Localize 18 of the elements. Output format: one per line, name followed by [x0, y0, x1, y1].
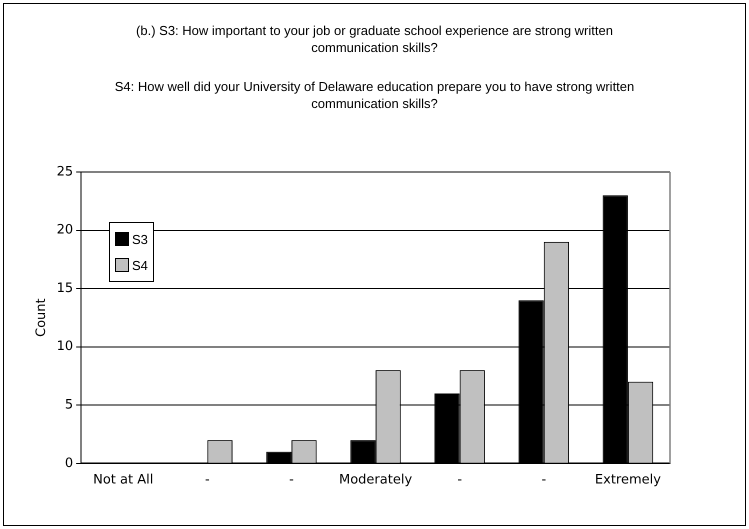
y-axis-title: Count	[34, 298, 50, 338]
x-tick-label: Moderately	[339, 472, 412, 488]
x-tick-label: -	[457, 472, 462, 488]
x-tick-label: -	[289, 472, 294, 488]
x-tick-label: Not at All	[93, 472, 154, 488]
y-tick-label: 10	[56, 339, 74, 354]
x-tick-label: -	[204, 472, 210, 488]
legend-label: S3	[132, 232, 148, 246]
chart-subtitle: S4: How well did your University of Delaware education prepare you to have strong written communication skills?	[114, 78, 636, 112]
y-tick-label: 20	[56, 222, 74, 238]
chart-title: (b.) S3: How important to your job or graduate school experience are strong written communication skills?	[135, 22, 614, 56]
y-tick-label: 5	[64, 397, 74, 412]
y-tick-label: 25	[56, 164, 74, 180]
x-tick-label: -	[541, 472, 546, 488]
y-tick-label: 15	[56, 280, 74, 296]
legend-label: S4	[132, 258, 148, 272]
y-tick-label: 0	[64, 456, 74, 471]
x-tick-label: Extremely	[594, 472, 662, 488]
